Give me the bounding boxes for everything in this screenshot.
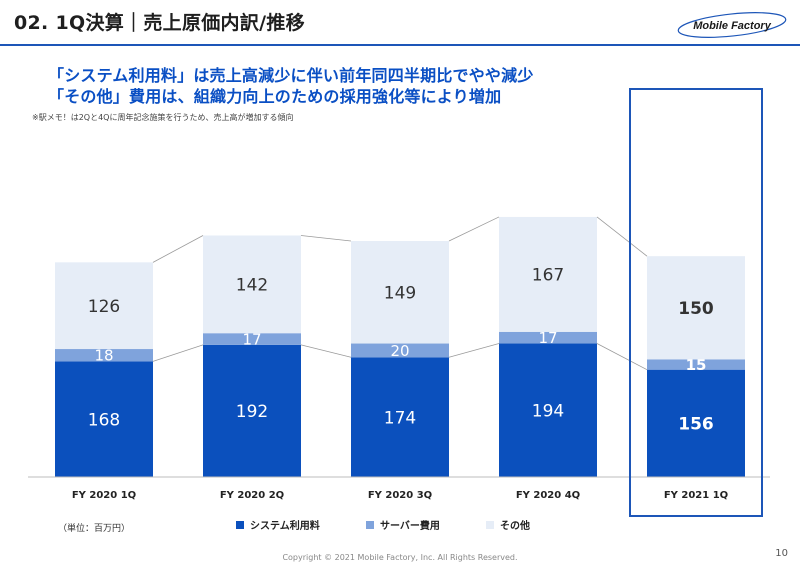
data-label: 156 [678, 414, 714, 434]
company-logo: Mobile Factory [677, 12, 787, 38]
bar-segment [203, 344, 301, 477]
legend-label-system: システム利用料 [250, 521, 320, 532]
data-label: 20 [390, 342, 409, 360]
headline-line-1: 「システム利用料」は売上高減少に伴い前年同四半期比でやや減少 [48, 66, 534, 85]
data-label: 150 [678, 299, 714, 319]
legend-label-other: その他 [500, 521, 530, 532]
data-label: 167 [532, 266, 564, 286]
connector-line [152, 344, 204, 362]
legend-swatch-system [236, 520, 244, 529]
connector-line [152, 235, 204, 263]
data-label: 15 [686, 356, 707, 374]
highlight-frame [629, 88, 763, 517]
data-label: 18 [94, 347, 113, 365]
footnote: ※駅メモ！は2Qと4Qに周年記念施策を行うため、売上高が増加する傾向 [32, 113, 294, 122]
legend-label-server: サーバー費用 [380, 521, 440, 532]
bar-segment [351, 343, 449, 358]
bar-segment [203, 235, 301, 334]
unit-label: （単位：百万円） [58, 524, 131, 534]
data-label: 17 [538, 329, 557, 347]
data-label: 192 [236, 402, 268, 422]
logo-swoosh-icon [677, 12, 787, 38]
x-tick-label: FY 2020 1Q [72, 490, 136, 501]
page-title: 02. 1Q決算｜売上原価内訳/推移 [14, 12, 305, 34]
bar-segment [55, 361, 153, 477]
data-label: 168 [88, 410, 120, 430]
bar-segment [499, 331, 597, 344]
connector-line [300, 344, 352, 358]
bar-segment [647, 256, 745, 360]
data-label: 126 [88, 297, 120, 317]
bar-segment [55, 262, 153, 350]
bar-segment [203, 333, 301, 345]
legend-swatch-server [366, 520, 374, 529]
connector-line [596, 343, 648, 371]
bar-segment [351, 241, 449, 344]
bar-segment [647, 359, 745, 370]
connector-line [300, 235, 352, 242]
legend-item-system: システム利用料 [236, 517, 320, 532]
bar-segment [55, 349, 153, 362]
bar-segment [351, 357, 449, 477]
logo-text: Mobile Factory [693, 20, 772, 32]
connector-line [448, 343, 500, 358]
data-label: 149 [384, 283, 416, 303]
x-tick-label: FY 2021 1Q [664, 490, 728, 501]
header-rule [0, 44, 800, 46]
bar-segment [499, 343, 597, 477]
data-label: 174 [384, 408, 416, 428]
x-tick-label: FY 2020 4Q [516, 490, 580, 501]
data-label: 142 [236, 275, 268, 295]
x-tick-label: FY 2020 3Q [368, 490, 432, 501]
connector-line [448, 216, 500, 242]
copyright: Copyright © 2021 Mobile Factory, Inc. Al… [282, 553, 518, 562]
headline-line-2: 「その他」費用は、組織力向上のための採用強化等により増加 [48, 87, 502, 106]
legend-item-other: その他 [486, 517, 530, 532]
bar-segment [499, 216, 597, 332]
legend-item-server: サーバー費用 [366, 517, 440, 532]
data-label: 194 [532, 401, 564, 421]
connector-line [596, 216, 648, 257]
bar-segment [647, 369, 745, 477]
data-label: 17 [242, 330, 261, 348]
x-tick-label: FY 2020 2Q [220, 490, 284, 501]
page-number: 10 [775, 548, 788, 559]
legend-swatch-other [486, 520, 494, 529]
